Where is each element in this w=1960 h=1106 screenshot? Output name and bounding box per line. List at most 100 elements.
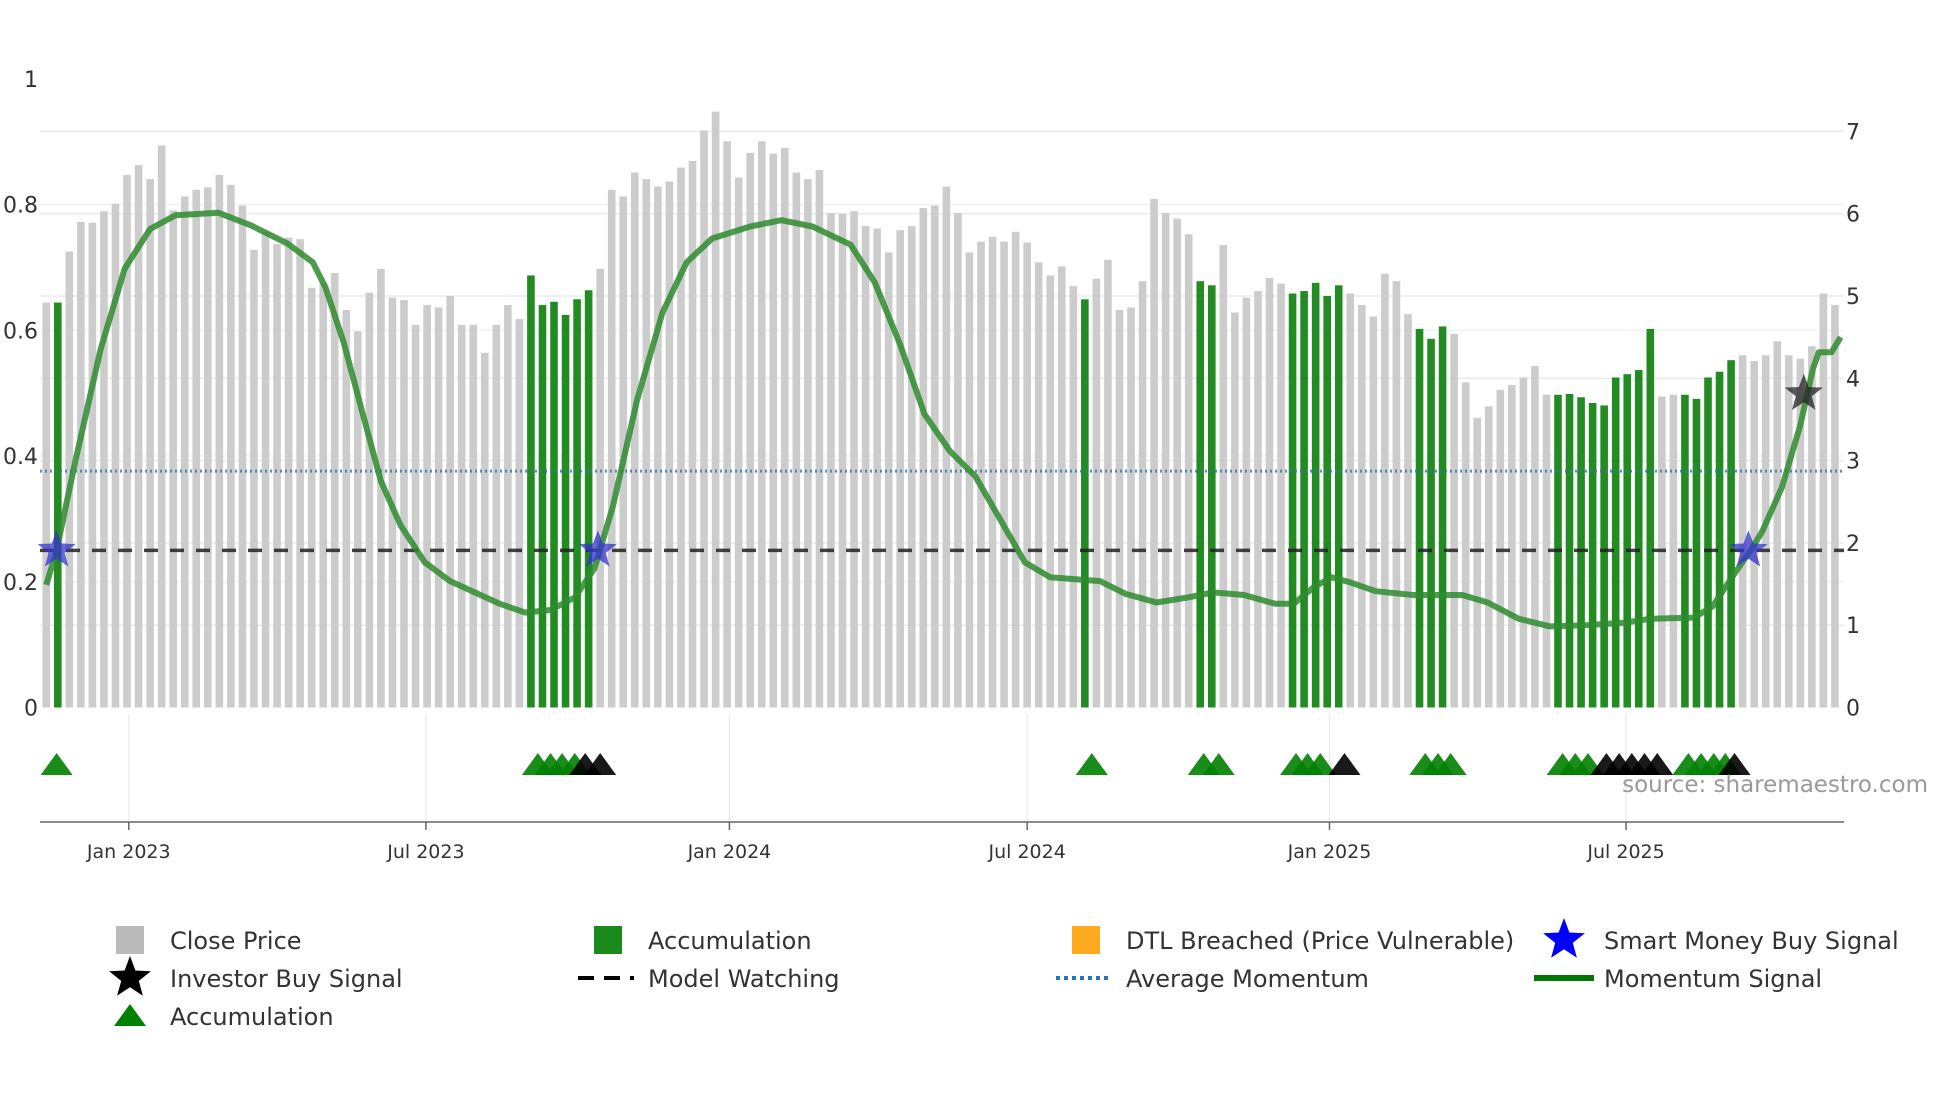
close-price-bar [1508, 384, 1516, 708]
close-price-bar [400, 300, 408, 708]
accumulation-triangle-icon [1718, 753, 1751, 775]
close-price-bar [884, 252, 893, 708]
close-price-bar [169, 210, 177, 708]
close-price-bar [1473, 417, 1482, 708]
close-price-bar [1669, 394, 1678, 708]
close-price-bar [1808, 346, 1816, 708]
close-price-bar [1519, 377, 1528, 708]
accumulation-bar [561, 314, 570, 708]
accumulation-triangle-icon [584, 753, 617, 775]
legend-accumulation-swatch-icon [594, 926, 622, 954]
close-price-bar [630, 172, 639, 708]
close-price-bar [492, 324, 501, 708]
close-price-bar [596, 268, 604, 708]
close-price-bar [1484, 406, 1493, 708]
legend-label: Momentum Signal [1604, 965, 1822, 993]
accumulation-triangle-icon [1075, 753, 1108, 775]
legend-label: Average Momentum [1126, 965, 1369, 993]
left-axis-tick-label: 0.6 [3, 319, 38, 344]
right-axis-tick-label: 0 [1846, 697, 1860, 722]
close-price-bar [1531, 365, 1539, 708]
accumulation-bar [1611, 377, 1620, 708]
right-axis-tick-label: 3 [1846, 450, 1860, 475]
accumulation-bar [53, 302, 62, 708]
close-price-bar [111, 203, 120, 708]
close-price-bar [77, 221, 85, 708]
close-price-bar [330, 272, 339, 708]
accumulation-bar [1415, 328, 1424, 708]
close-price-bar [434, 307, 443, 708]
close-price-bar [1346, 293, 1355, 708]
close-price-bar [1104, 259, 1112, 708]
accumulation-bar [1438, 326, 1447, 708]
accumulation-bar [1081, 299, 1089, 708]
close-price-bar [204, 187, 212, 708]
legend-label: Accumulation [648, 927, 812, 955]
left-axis-tick-label: 0.8 [3, 194, 38, 219]
close-price-bar [1761, 355, 1770, 708]
close-price-bar [1773, 341, 1782, 708]
close-price-bar [965, 252, 974, 708]
close-price-bar [319, 282, 328, 708]
legend-label: DTL Breached (Price Vulnerable) [1126, 927, 1514, 955]
accumulation-bar [1323, 296, 1331, 708]
accumulation-bar [550, 301, 558, 708]
x-axis-tick-label: Jul 2025 [1586, 841, 1664, 863]
close-price-bar [665, 181, 674, 708]
accumulation-bar [1288, 293, 1297, 708]
close-price-bar [284, 237, 293, 708]
accumulation-bar [1646, 328, 1655, 708]
close-price-bar [296, 239, 304, 708]
close-price-bar [1057, 266, 1066, 708]
close-price-bar [1369, 316, 1378, 708]
legend-close-price-swatch-icon [116, 926, 144, 954]
close-price-bar [180, 196, 189, 708]
accumulation-triangle-icon [1202, 753, 1235, 775]
close-price-bar [1242, 297, 1251, 708]
close-price-bar [723, 141, 731, 708]
accumulation-bar [1727, 360, 1735, 708]
close-price-bar [907, 226, 916, 708]
close-price-bar [1392, 281, 1401, 708]
close-price-bar [734, 177, 743, 708]
legend-accumulation-triangle-icon [114, 1004, 146, 1026]
close-price-bar [931, 205, 939, 708]
close-price-bar [411, 324, 420, 708]
left-axis-tick-label: 0 [24, 697, 38, 722]
close-price-bar [1173, 218, 1181, 708]
close-price-bar [307, 287, 316, 708]
accumulation-bar [1334, 285, 1343, 708]
x-axis-tick-label: Jan 2023 [86, 841, 171, 863]
accumulation-bar [1623, 374, 1632, 708]
close-price-bar [146, 179, 154, 708]
investor-star-icon [1784, 373, 1823, 410]
legend-investor-buy-signal-star-icon [109, 956, 151, 996]
source-label: source: sharemaestro.com [1622, 772, 1928, 798]
close-price-bar [354, 331, 362, 708]
close-price-bar [1404, 314, 1412, 708]
accumulation-bar [1196, 281, 1205, 708]
accumulation-bar [1634, 370, 1643, 708]
close-price-bar [642, 179, 651, 708]
close-price-bar [42, 302, 51, 708]
accumulation-bar [1715, 371, 1724, 708]
close-price-bar [1127, 307, 1135, 708]
accumulation-bar [1300, 291, 1308, 708]
close-price-bar [342, 309, 351, 708]
right-axis-tick-label: 1 [1846, 614, 1860, 639]
accumulation-bar [1207, 285, 1216, 708]
legend-label: Investor Buy Signal [170, 965, 403, 993]
close-price-bar [1184, 234, 1193, 708]
legend-dtl-breached-price-vulnerable-swatch-icon [1072, 926, 1100, 954]
gridlines [40, 130, 1844, 822]
accumulation-triangle-icon [40, 753, 73, 775]
close-price-bar [504, 305, 512, 708]
close-price-bar [215, 175, 224, 708]
x-axis-tick-label: Jan 2024 [687, 841, 772, 863]
legend: Close Price Accumulation DTL Breached (Pri… [109, 918, 1899, 1031]
accumulation-bar [527, 275, 535, 708]
left-axis-tick-label: 0.4 [3, 445, 38, 470]
momentum-signal-line [43, 209, 1844, 630]
close-price-bar [746, 152, 754, 708]
